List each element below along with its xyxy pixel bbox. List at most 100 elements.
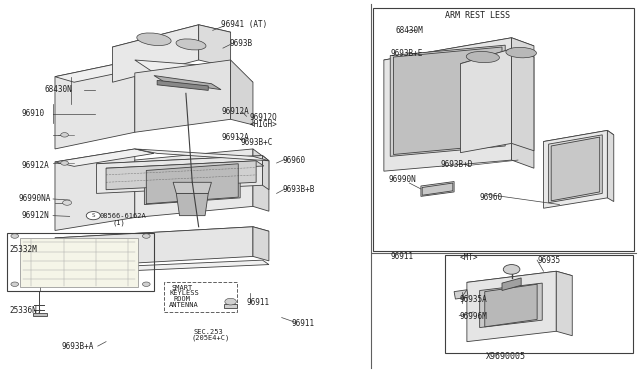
Polygon shape [55,60,154,82]
Text: ANTENNA: ANTENNA [169,302,198,308]
Text: 96912A: 96912A [221,133,249,142]
Polygon shape [253,227,269,261]
Bar [445,254,633,353]
Polygon shape [55,227,269,242]
Text: S: S [92,213,95,218]
Polygon shape [461,49,534,72]
Polygon shape [176,193,208,216]
Text: 96960: 96960 [283,155,306,164]
Text: SMART: SMART [172,285,193,291]
Text: 96912A: 96912A [221,108,249,116]
Text: SEC.253: SEC.253 [193,329,223,336]
Polygon shape [135,149,253,218]
Polygon shape [421,182,454,196]
Polygon shape [157,80,208,90]
Text: 96935A: 96935A [460,295,487,304]
Text: 9693B+B: 9693B+B [283,185,316,194]
Polygon shape [422,183,453,195]
Circle shape [86,212,100,220]
Text: 9693B: 9693B [229,39,252,48]
Circle shape [143,282,150,286]
Circle shape [61,161,68,165]
Text: <HIGH>: <HIGH> [250,121,278,129]
Ellipse shape [506,47,536,58]
Text: ARM REST LESS: ARM REST LESS [445,11,509,20]
Polygon shape [479,283,542,328]
Circle shape [61,133,68,137]
Text: 9693B+C: 9693B+C [240,138,273,147]
Polygon shape [113,25,230,54]
Text: 96911: 96911 [291,319,314,328]
Text: X9690005: X9690005 [486,352,526,361]
Bar [7,233,154,291]
Text: 96996M: 96996M [460,312,487,321]
Circle shape [11,234,19,238]
Polygon shape [33,313,47,317]
Text: (1): (1) [113,220,125,226]
Polygon shape [543,131,607,208]
Ellipse shape [137,33,171,45]
Polygon shape [484,284,537,327]
Circle shape [503,264,520,274]
Polygon shape [97,155,269,169]
Circle shape [225,298,236,305]
Polygon shape [147,164,238,204]
Polygon shape [135,60,230,132]
Text: 25332M: 25332M [10,244,37,253]
Polygon shape [20,238,138,287]
Text: 96912Q: 96912Q [250,113,278,122]
Text: <MT>: <MT> [460,253,477,262]
Circle shape [11,282,19,286]
Polygon shape [390,45,505,156]
Text: 68430M: 68430M [396,26,423,35]
Text: 9693B+E: 9693B+E [390,49,422,58]
Polygon shape [230,60,253,125]
Text: 96910: 96910 [21,109,44,118]
Text: 68430N: 68430N [44,85,72,94]
Text: 9693B+D: 9693B+D [440,160,472,169]
Text: 96911: 96911 [390,252,413,261]
Polygon shape [224,304,237,308]
Ellipse shape [467,51,499,62]
Bar [373,8,634,251]
Polygon shape [461,49,511,153]
Circle shape [143,234,150,238]
Circle shape [63,200,72,205]
Polygon shape [97,260,269,272]
Polygon shape [145,162,240,205]
Polygon shape [394,47,502,154]
Polygon shape [135,149,269,161]
Polygon shape [548,135,602,203]
Text: ROOM: ROOM [173,296,190,302]
Ellipse shape [176,39,206,50]
Text: KEYLESS: KEYLESS [170,291,200,296]
Polygon shape [198,25,230,67]
Text: 96912A: 96912A [21,161,49,170]
Polygon shape [106,161,256,190]
Polygon shape [384,38,511,171]
Text: (205E4+C): (205E4+C) [191,335,229,341]
Text: 96960: 96960 [479,193,503,202]
Polygon shape [543,131,614,146]
Polygon shape [551,137,600,201]
Polygon shape [55,149,154,166]
Text: 25336N: 25336N [10,306,37,315]
Text: 9693B+A: 9693B+A [61,341,93,350]
Text: 96990NA: 96990NA [19,195,51,203]
Polygon shape [467,271,556,341]
Polygon shape [154,76,221,90]
Text: 96941 (AT): 96941 (AT) [221,20,268,29]
Polygon shape [97,155,262,193]
Text: 96912N: 96912N [21,211,49,220]
Polygon shape [384,38,534,68]
Polygon shape [467,271,572,287]
Text: 96935: 96935 [537,256,560,264]
Polygon shape [511,49,534,151]
Polygon shape [454,290,468,299]
Bar [164,282,237,312]
Polygon shape [173,182,211,193]
Text: 96990N: 96990N [389,175,417,184]
Polygon shape [502,278,521,291]
Polygon shape [607,131,614,202]
Polygon shape [511,38,534,168]
